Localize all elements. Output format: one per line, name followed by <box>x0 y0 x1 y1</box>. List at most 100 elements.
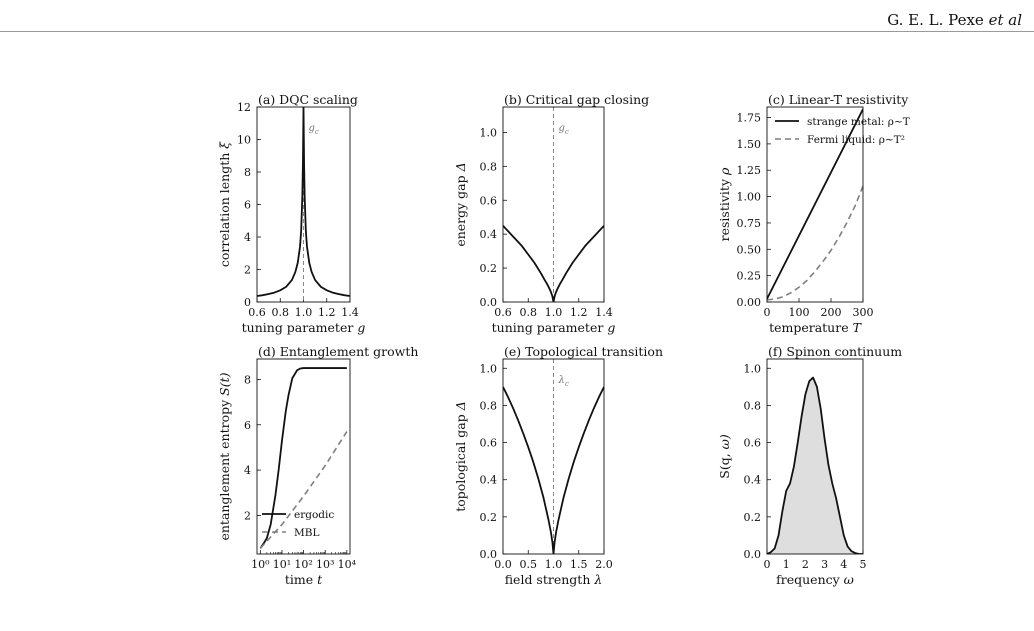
x-tick-label: 10³ <box>316 558 334 571</box>
panel-title: (a) DQC scaling <box>258 92 358 107</box>
x-tick-label: 10¹ <box>273 558 291 571</box>
x-axis-label: temperature T <box>769 320 863 335</box>
y-tick-label: 4 <box>244 464 251 477</box>
series-line-1 <box>503 386 604 554</box>
x-tick-label: 1.2 <box>570 306 588 319</box>
header-rule <box>0 31 1034 32</box>
y-tick-label: 8 <box>244 166 251 179</box>
x-tick-label: 1.2 <box>318 306 336 319</box>
x-tick-label: 200 <box>821 306 842 319</box>
y-tick-label: 0.6 <box>480 194 498 207</box>
x-tick-label: 1.4 <box>595 306 613 319</box>
x-tick-label: 100 <box>789 306 810 319</box>
y-axis-label: resistivity ρ <box>717 167 732 241</box>
x-tick-label: 1.0 <box>545 306 563 319</box>
y-tick-label: 4 <box>244 231 251 244</box>
panel-3: 0 100 200 300 0.00 0.25 0.50 0.75 1.00 1.25 1.50 1.… <box>717 92 910 335</box>
x-tick-label: 3 <box>821 558 828 571</box>
x-axis-label: field strength λ <box>505 572 603 587</box>
series-line-strange-metal-t <box>767 108 863 300</box>
plot-frame <box>256 358 351 555</box>
y-tick-label: 6 <box>244 419 251 432</box>
critical-label: gc <box>559 123 569 136</box>
panel-title: (e) Topological transition <box>504 344 663 359</box>
x-axis-label: time t <box>285 572 323 587</box>
y-tick-label: 0.6 <box>480 437 498 450</box>
author-names: G. E. L. Pexe <box>887 11 989 29</box>
y-tick-label: 0 <box>244 296 251 309</box>
legend-label: ergodic <box>294 509 334 521</box>
y-tick-label: 2 <box>244 264 251 277</box>
y-tick-label: 0.2 <box>480 262 498 275</box>
y-tick-label: 0.25 <box>737 270 762 283</box>
y-tick-label: 0.4 <box>744 474 762 487</box>
x-axis-label: frequency ω <box>776 572 854 587</box>
y-tick-label: 0.75 <box>737 217 762 230</box>
y-tick-label: 0.4 <box>480 474 498 487</box>
y-tick-label: 1.0 <box>744 362 762 375</box>
y-tick-label: 6 <box>244 199 251 212</box>
y-axis-label: topological gap Δ <box>453 401 468 511</box>
x-axis-label: tuning parameter g <box>242 320 366 335</box>
x-tick-label: 1.5 <box>570 558 588 571</box>
x-tick-label: 0.8 <box>272 306 290 319</box>
x-tick-label: 2 <box>802 558 809 571</box>
area-fill <box>767 377 863 554</box>
x-tick-label: 0.8 <box>520 306 538 319</box>
x-tick-label: 1.0 <box>545 558 563 571</box>
legend-label: strange metal: ρ∼T <box>807 116 910 128</box>
plot-frame <box>256 106 351 303</box>
y-tick-label: 0.8 <box>744 399 762 412</box>
panel-5: 0.0 0.5 1.0 1.5 2.0 0.0 0.2 0.4 0.6 0.8 1.0 λc (e) T… <box>453 344 663 587</box>
x-tick-label: 0 <box>764 558 771 571</box>
y-axis-label: correlation length ξ <box>217 141 232 267</box>
panel-2: 0.6 0.8 1.0 1.2 1.4 0.0 0.2 0.4 0.6 0.8 1.0 gc (b) C… <box>453 92 649 335</box>
x-tick-label: 0.5 <box>520 558 538 571</box>
legend-label: MBL <box>294 527 319 539</box>
x-axis-label: tuning parameter g <box>492 320 616 335</box>
page-header: G. E. L. Pexe et al <box>0 0 1034 32</box>
plot-frame <box>766 358 864 555</box>
x-tick-label: 0.0 <box>494 558 512 571</box>
x-tick-label: 1.0 <box>295 306 313 319</box>
y-tick-label: 1.00 <box>737 191 762 204</box>
x-tick-label: 0 <box>764 306 771 319</box>
y-tick-label: 0.2 <box>744 511 762 524</box>
y-tick-label: 0.00 <box>737 296 762 309</box>
series-line-1 <box>767 376 863 554</box>
x-tick-label: 0.6 <box>248 306 266 319</box>
y-tick-label: 1.50 <box>737 138 762 151</box>
x-tick-label: 10⁰ <box>251 558 270 571</box>
y-tick-label: 0.0 <box>744 548 762 561</box>
running-author: G. E. L. Pexe et al <box>887 11 1022 29</box>
y-tick-label: 2 <box>244 509 251 522</box>
panel-6: 0 1 2 3 4 5 0.0 0.2 0.4 0.6 0.8 1.0 (f) Spinon conti… <box>717 344 902 587</box>
plot-frame <box>766 106 864 303</box>
x-tick-label: 0.6 <box>494 306 512 319</box>
y-tick-label: 0.4 <box>480 228 498 241</box>
x-tick-label: 5 <box>860 558 867 571</box>
plot-frame <box>502 106 605 303</box>
panel-title: (f) Spinon continuum <box>768 344 902 359</box>
panel-title: (b) Critical gap closing <box>504 92 649 107</box>
critical-label: λc <box>558 375 569 388</box>
y-tick-label: 0.0 <box>480 548 498 561</box>
x-tick-label: 300 <box>853 306 874 319</box>
y-axis-label: S(q, ω) <box>717 434 732 479</box>
x-tick-label: 2.0 <box>595 558 613 571</box>
critical-label: gc <box>309 123 319 136</box>
panel-title: (d) Entanglement growth <box>258 344 418 359</box>
y-tick-label: 1.0 <box>480 126 498 139</box>
series-line-1 <box>503 225 604 302</box>
y-tick-label: 0.0 <box>480 296 498 309</box>
y-tick-label: 10 <box>237 134 251 147</box>
y-tick-label: 0.8 <box>480 160 498 173</box>
author-etal: et al <box>988 11 1022 29</box>
legend-label: Fermi liquid: ρ∼T² <box>807 134 905 146</box>
y-tick-label: 0.2 <box>480 511 498 524</box>
x-tick-label: 10⁴ <box>338 558 357 571</box>
y-tick-label: 0.6 <box>744 437 762 450</box>
x-tick-label: 10² <box>294 558 312 571</box>
y-tick-label: 1.25 <box>737 164 762 177</box>
